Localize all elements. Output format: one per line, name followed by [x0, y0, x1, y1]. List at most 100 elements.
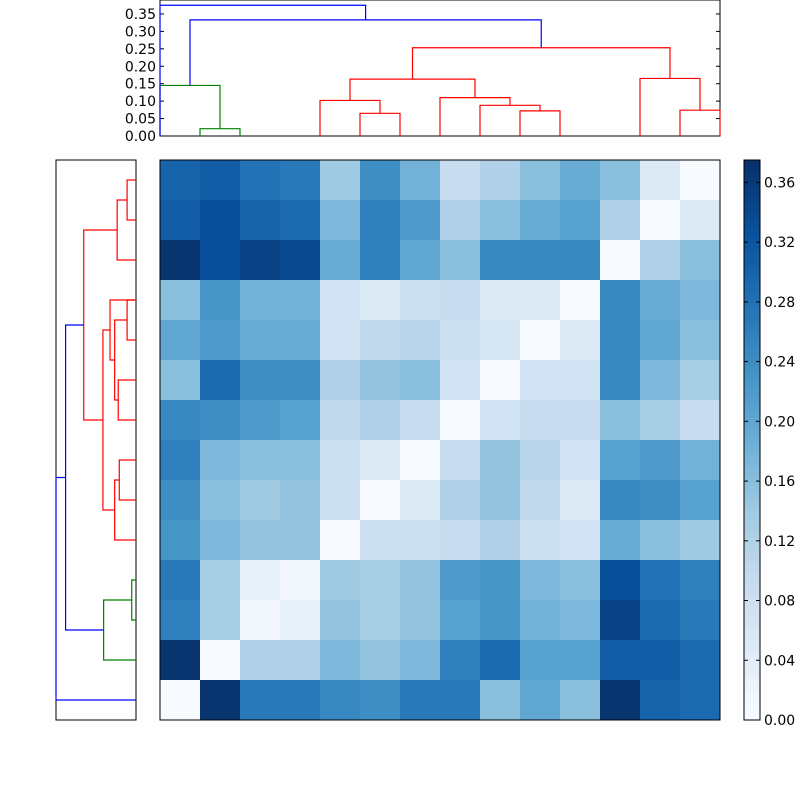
- heatmap-cell: [640, 640, 681, 681]
- heatmap: [159, 159, 721, 721]
- heatmap-cell: [360, 440, 401, 481]
- heatmap-cell: [560, 280, 601, 321]
- heatmap-cell: [640, 280, 681, 321]
- heatmap-frame: [159, 159, 721, 721]
- heatmap-cell: [200, 600, 241, 641]
- colorbar-band: [744, 510, 760, 516]
- colorbar-band: [744, 290, 760, 297]
- heatmap-cell: [400, 360, 441, 401]
- colorbar-band: [744, 426, 760, 432]
- heatmap-cell: [160, 440, 201, 481]
- heatmap-cell: [280, 400, 321, 441]
- heatmap-cell: [520, 320, 561, 361]
- heatmap-cell: [520, 240, 561, 281]
- heatmap-cell: [200, 640, 241, 681]
- heatmap-cell: [240, 520, 281, 561]
- colorbar-band: [744, 328, 760, 334]
- colorbar-band: [744, 398, 760, 404]
- heatmap-cell: [520, 600, 561, 641]
- heatmap-cell: [520, 440, 561, 481]
- colorbar-band: [744, 281, 760, 287]
- colorbar-tick-label: 0.08: [764, 594, 795, 610]
- colorbar-band: [744, 267, 760, 273]
- colorbar-band: [744, 253, 760, 259]
- heatmap-cell: [240, 680, 281, 721]
- colorbar-frame: [743, 159, 761, 721]
- heatmap-cell: [560, 400, 601, 441]
- heatmap-cell: [640, 200, 681, 241]
- top-dendrogram-tick-label: 0.00: [125, 129, 156, 145]
- colorbar-band: [744, 472, 760, 479]
- heatmap-cell: [520, 680, 561, 721]
- heatmap-cell: [600, 520, 641, 561]
- heatmap-cell: [440, 440, 481, 481]
- colorbar-band: [744, 617, 760, 623]
- colorbar-tick-label: 0.20: [764, 414, 795, 430]
- colorbar-band: [744, 430, 760, 437]
- heatmap-cell: [560, 200, 601, 241]
- colorbar-band: [744, 454, 760, 460]
- heatmap-cell: [600, 280, 641, 321]
- heatmap-cell: [360, 200, 401, 241]
- heatmap-cell: [600, 400, 641, 441]
- colorbar-band: [744, 528, 760, 535]
- colorbar-band: [744, 248, 760, 255]
- heatmap-cell: [480, 480, 521, 521]
- heatmap-cell: [560, 680, 601, 721]
- heatmap-cell: [240, 280, 281, 321]
- heatmap-cell: [480, 600, 521, 641]
- heatmap-cell: [280, 280, 321, 321]
- left-dendrogram-link: [131, 579, 136, 621]
- colorbar-band: [744, 276, 760, 283]
- top-dendrogram-link: [639, 77, 701, 136]
- heatmap-cell: [200, 680, 241, 721]
- heatmap-cell: [440, 560, 481, 601]
- heatmap-cell: [320, 520, 361, 561]
- heatmap-cell: [480, 640, 521, 681]
- colorbar-band: [744, 239, 760, 245]
- colorbar-band: [744, 482, 760, 488]
- top-dendrogram-tick-label: 0.10: [125, 94, 156, 110]
- colorbar-band: [744, 216, 760, 222]
- colorbar-band: [744, 468, 760, 474]
- top-dendrogram-tick-label: 0.30: [125, 24, 156, 40]
- heatmap-cell: [360, 400, 401, 441]
- colorbar-band: [744, 659, 760, 665]
- heatmap-cell: [680, 680, 721, 721]
- left-dendrogram-link: [102, 329, 115, 511]
- heatmap-cell: [480, 560, 521, 601]
- colorbar-band: [744, 645, 760, 651]
- heatmap-cell: [640, 520, 681, 561]
- heatmap-cell: [560, 160, 601, 201]
- colorbar-band: [744, 692, 760, 698]
- colorbar-band: [744, 286, 760, 292]
- left-dendrogram-link: [117, 379, 136, 421]
- heatmap-cell: [600, 440, 641, 481]
- left-dendrogram: [55, 159, 137, 721]
- colorbar-band: [744, 542, 760, 549]
- heatmap-cell: [440, 280, 481, 321]
- heatmap-cell: [320, 160, 361, 201]
- heatmap-cell: [640, 160, 681, 201]
- heatmap-cell: [640, 600, 681, 641]
- heatmap-cell: [200, 400, 241, 441]
- heatmap-cell: [240, 240, 281, 281]
- heatmap-cell: [280, 600, 321, 641]
- top-dendrogram-tick-label: 0.15: [125, 77, 156, 93]
- heatmap-cell: [520, 560, 561, 601]
- heatmap-cell: [440, 640, 481, 681]
- colorbar-band: [744, 356, 760, 362]
- heatmap-cell: [440, 600, 481, 641]
- colorbar-band: [744, 374, 760, 381]
- colorbar-band: [744, 388, 760, 395]
- colorbar-band: [744, 300, 760, 306]
- heatmap-cell: [400, 640, 441, 681]
- heatmap-cell: [320, 680, 361, 721]
- left-dendrogram-link: [126, 179, 136, 221]
- heatmap-cell: [640, 440, 681, 481]
- heatmap-cell: [680, 440, 721, 481]
- colorbar-band: [744, 202, 760, 208]
- colorbar-tick-label: 0.04: [764, 653, 795, 669]
- top-dendrogram-tick-label: 0.05: [125, 112, 156, 128]
